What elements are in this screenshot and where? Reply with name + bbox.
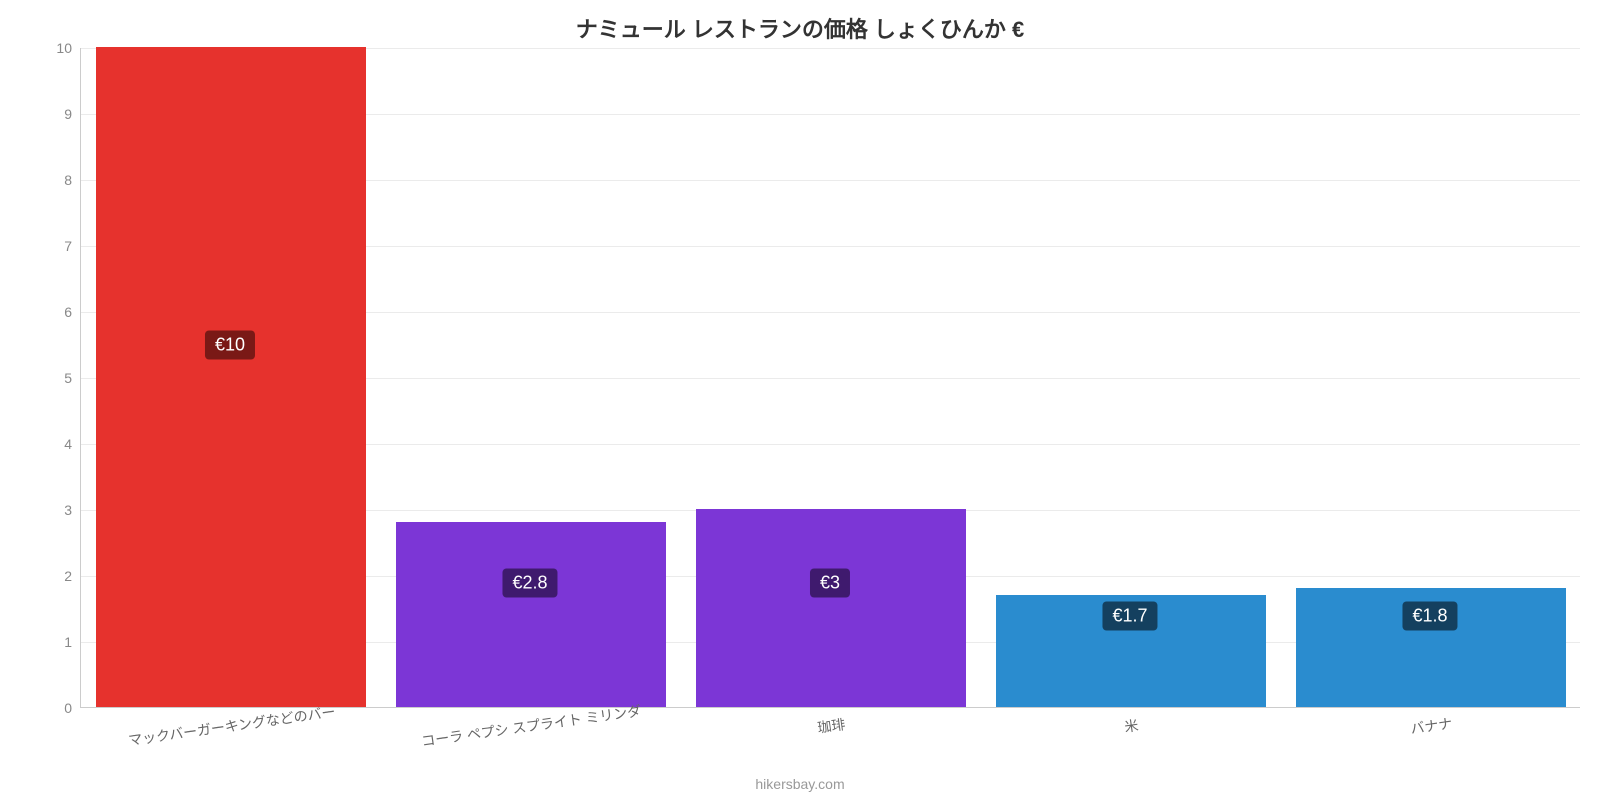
bar	[696, 509, 966, 707]
y-tick-label: 8	[32, 172, 72, 188]
y-tick-label: 6	[32, 304, 72, 320]
x-tick-label: 米	[1123, 715, 1140, 737]
x-tick-label: コーラ ペプシ スプライト ミリンダ	[420, 701, 642, 752]
y-tick-label: 3	[32, 502, 72, 518]
y-tick-label: 2	[32, 568, 72, 584]
y-tick-label: 5	[32, 370, 72, 386]
bar-value-label: €1.8	[1402, 601, 1457, 630]
bar-value-label: €3	[810, 568, 850, 597]
y-tick-label: 4	[32, 436, 72, 452]
chart-caption: hikersbay.com	[0, 776, 1600, 792]
price-bar-chart: ナミュール レストランの価格 しょくひんか € hikersbay.com 0 1…	[0, 0, 1600, 800]
bar-value-label: €1.7	[1102, 601, 1157, 630]
bar-value-label: €10	[205, 331, 255, 360]
chart-title: ナミュール レストランの価格 しょくひんか €	[0, 12, 1600, 44]
bar-value-label: €2.8	[502, 568, 557, 597]
x-tick-label: バナナ	[1409, 713, 1453, 739]
x-tick-label: マックバーガーキングなどのバー	[127, 701, 337, 750]
y-tick-label: 10	[32, 40, 72, 56]
y-tick-label: 9	[32, 106, 72, 122]
y-tick-label: 0	[32, 700, 72, 716]
bar	[96, 47, 366, 707]
y-tick-label: 7	[32, 238, 72, 254]
x-tick-label: 珈琲	[816, 714, 847, 738]
y-tick-label: 1	[32, 634, 72, 650]
bar	[396, 522, 666, 707]
plot-area	[80, 48, 1580, 708]
